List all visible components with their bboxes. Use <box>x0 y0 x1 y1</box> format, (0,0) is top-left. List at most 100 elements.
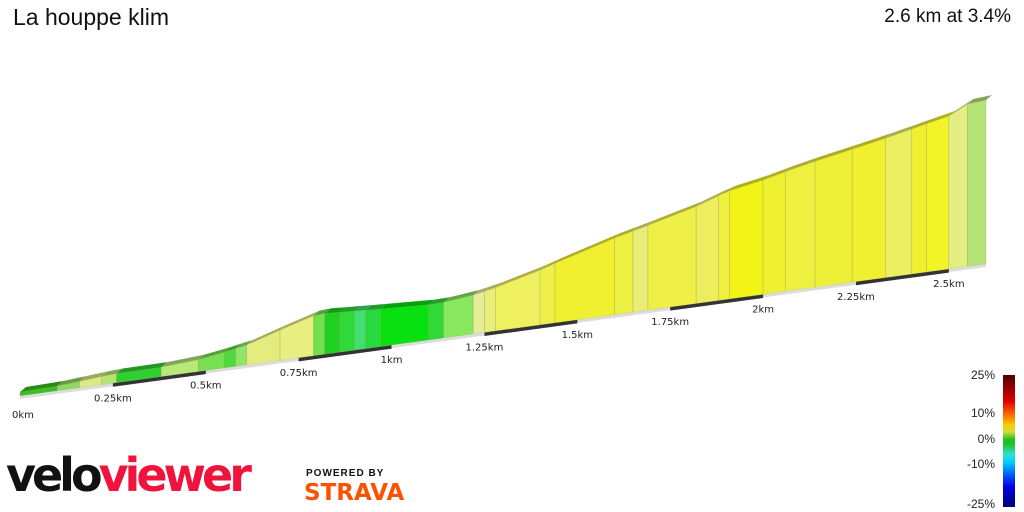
distance-tick-label: 1.75km <box>651 317 689 328</box>
gradient-segment <box>484 286 496 333</box>
segment-top-surface <box>339 306 361 313</box>
segment-top-surface <box>540 258 562 270</box>
gradient-segment <box>718 190 731 302</box>
distance-marker-bar <box>112 370 206 387</box>
legend-label-0: 0% <box>977 432 995 446</box>
segment-top-surface <box>313 308 331 316</box>
gradient-segment <box>614 230 634 316</box>
segment-top-surface <box>380 299 435 309</box>
distance-marker-bar <box>484 319 578 337</box>
segment-top-surface <box>354 305 372 311</box>
gradient-segment <box>539 262 556 326</box>
gradient-segment <box>948 103 968 270</box>
segment-top-surface <box>763 166 792 180</box>
segment-top-surface <box>729 175 770 191</box>
gradient-segment <box>428 301 444 341</box>
segment-top-surface <box>495 265 547 288</box>
powered-by-label: POWERED BY <box>306 468 385 479</box>
segment-top-surface <box>911 118 933 129</box>
segment-top-surface <box>948 99 974 116</box>
gradient-segment <box>632 224 649 313</box>
segment-top-surface <box>815 144 859 162</box>
segment-top-surface <box>785 156 822 172</box>
gradient-segment <box>379 304 430 348</box>
segment-top-surface <box>696 190 725 207</box>
gradient-segment <box>339 310 355 353</box>
segment-top-surface <box>633 220 654 231</box>
gradient-segment <box>495 269 541 332</box>
gradient-segment <box>365 308 381 350</box>
segment-top-surface <box>20 381 64 392</box>
segment-top-surface <box>116 362 168 374</box>
segment-top-surface <box>852 133 892 150</box>
segment-summary: 2.6 km at 3.4% <box>884 6 1011 27</box>
segment-top-surface <box>324 307 346 314</box>
distance-tick-label: 1km <box>381 355 403 366</box>
segment-top-surface <box>926 111 955 124</box>
distance-tick-label: 0.25km <box>94 393 132 404</box>
segment-top-surface <box>161 354 205 368</box>
legend-label-minus25: -25% <box>966 497 995 511</box>
gradient-segment <box>235 344 248 368</box>
segment-top-surface <box>718 185 736 196</box>
legend-label-minus10: -10% <box>966 457 995 471</box>
distance-tick-label: 2.5km <box>933 279 964 290</box>
segment-top-surface <box>614 226 640 238</box>
legend-label-10: 10% <box>970 406 995 420</box>
distance-tick-label: 2km <box>752 304 774 315</box>
segment-top-surface <box>280 310 320 330</box>
segment-top-surface <box>473 286 491 295</box>
gradient-segment <box>814 148 853 288</box>
distance-marker-bar <box>670 294 764 311</box>
gradient-segment <box>911 123 927 275</box>
distance-tick-label: 0.75km <box>280 368 318 379</box>
distance-tick-label: 0.5km <box>190 381 221 392</box>
gradient-segment <box>554 237 615 324</box>
distance-marker-bar <box>298 345 392 362</box>
segment-top-surface <box>198 347 231 360</box>
distance-tick-label: 1.5km <box>562 330 593 341</box>
gradient-segment <box>324 311 340 355</box>
segment-top-surface <box>443 290 480 303</box>
gradient-color-legend <box>1003 375 1015 507</box>
segment-top-surface <box>647 201 703 226</box>
segment-top-surface <box>555 233 621 264</box>
gradient-segment <box>353 309 366 351</box>
distance-baseline <box>20 264 986 399</box>
gradient-segments <box>19 95 992 397</box>
gradient-segment <box>967 99 987 267</box>
segment-top-surface <box>235 340 253 349</box>
gradient-segment <box>443 294 474 339</box>
distance-ticks: 0km 0.25km 0.5km 0.75km 1km 1.25km 1.5km 1.75km… <box>12 279 965 421</box>
veloviewer-logo: veloviewer <box>6 452 252 498</box>
segment-top-surface <box>101 368 123 377</box>
gradient-segment <box>729 179 764 300</box>
segment-top-surface <box>224 343 242 353</box>
gradient-segment <box>762 171 786 295</box>
gradient-segment <box>472 290 485 335</box>
segment-top-surface <box>885 124 918 139</box>
distance-tick-label: 1.25km <box>466 343 504 354</box>
segment-top-surface <box>57 376 86 386</box>
segment-top-surface <box>365 303 387 311</box>
gradient-segment <box>926 115 950 273</box>
segment-top-surface <box>428 297 450 305</box>
gradient-segment <box>695 194 719 305</box>
segment-top-surface <box>967 95 992 104</box>
segment-top-surface <box>79 371 108 382</box>
logo-viewer: viewer <box>98 448 252 502</box>
gradient-segment <box>851 137 887 283</box>
strava-logo: STRAVA <box>304 480 405 506</box>
segment-top-surface <box>246 325 287 345</box>
gradient-segment <box>313 312 326 357</box>
gradient-segment <box>885 128 913 279</box>
segment-top-surface <box>484 282 502 292</box>
distance-marker-bar <box>855 269 949 286</box>
legend-label-25: 25% <box>970 368 995 382</box>
distance-tick-label: 0km <box>12 410 34 421</box>
distance-tick-label: 2.25km <box>837 292 875 303</box>
gradient-segment <box>784 160 816 292</box>
logo-velo: velo <box>6 448 103 502</box>
segment-title: La houppe klim <box>13 4 169 30</box>
